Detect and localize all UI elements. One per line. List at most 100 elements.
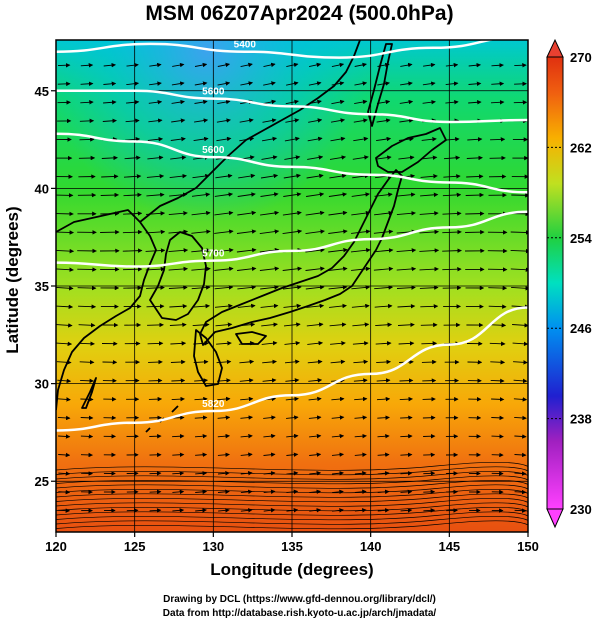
wind-arrow	[375, 322, 393, 328]
wind-arrow	[260, 210, 280, 216]
wind-arrow	[122, 248, 143, 253]
wind-arrow	[353, 378, 368, 383]
wind-arrow	[307, 340, 324, 346]
wind-arrow	[377, 62, 390, 68]
wind-arrow	[239, 378, 254, 383]
wind-arrow	[194, 415, 208, 420]
wind-arrow	[397, 322, 415, 328]
wind-arrow	[214, 266, 234, 272]
wind-arrow	[488, 304, 507, 309]
wind-arrow	[145, 248, 166, 253]
wind-arrow	[420, 192, 439, 198]
wind-arrow	[491, 434, 504, 439]
contour-line	[56, 40, 496, 59]
wind-arrow	[169, 322, 187, 328]
wind-arrow	[466, 174, 484, 179]
wind-arrow	[514, 81, 527, 87]
wind-arrow	[237, 192, 256, 197]
wind-arrow	[305, 266, 325, 271]
streamline	[56, 489, 528, 500]
wind-arrow	[172, 452, 185, 457]
wind-arrow	[307, 136, 323, 142]
wind-arrow	[354, 433, 367, 439]
wind-arrow	[399, 99, 414, 105]
wind-arrow	[328, 192, 348, 197]
wind-arrow	[216, 359, 232, 365]
wind-arrow	[332, 489, 344, 495]
wind-arrow	[191, 229, 211, 234]
streamline	[56, 493, 528, 505]
wind-arrow	[398, 341, 415, 346]
wind-arrow	[330, 118, 346, 123]
wind-arrow	[260, 285, 279, 290]
axis-ticks: 120 125 130 135 140 145 150 25 30 35 40 45	[35, 84, 539, 554]
wind-arrow	[488, 285, 508, 291]
wind-arrow	[259, 247, 280, 253]
wind-arrow	[149, 62, 162, 68]
wind-arrow	[491, 397, 505, 402]
wind-arrow	[491, 63, 504, 68]
wind-arrow	[512, 341, 528, 347]
wind-arrow	[286, 433, 299, 439]
wind-arrow	[147, 322, 164, 328]
wind-arrow	[56, 286, 74, 291]
wind-arrow	[376, 396, 391, 402]
y-tick-label: 40	[35, 181, 49, 196]
wind-arrow	[396, 248, 417, 253]
wind-arrow	[191, 266, 211, 272]
wind-arrow	[491, 81, 505, 86]
wind-arrow	[282, 266, 303, 271]
wind-arrow	[146, 173, 165, 179]
wind-arrow	[171, 378, 186, 383]
wind-arrow	[170, 155, 187, 160]
contour-label: 5400	[234, 40, 257, 51]
wind-arrow	[194, 81, 208, 86]
wind-arrow	[397, 303, 416, 309]
wind-arrow	[354, 452, 367, 457]
wind-arrow	[195, 489, 208, 495]
contour-line	[56, 210, 528, 268]
wind-arrow	[58, 452, 71, 458]
wind-arrow	[351, 210, 371, 216]
wind-arrow	[80, 415, 94, 421]
wind-arrow	[192, 322, 210, 328]
wind-arrow	[168, 266, 189, 272]
wind-arrow	[57, 81, 71, 87]
wind-arrow	[419, 211, 439, 216]
wind-arrow	[56, 230, 75, 235]
colorbar-label: 270	[570, 50, 592, 65]
wind-arrow	[123, 192, 142, 198]
wind-arrow	[376, 136, 392, 142]
wind-arrow	[490, 378, 505, 384]
wind-arrow	[396, 266, 417, 272]
colorbar-label: 238	[570, 412, 592, 427]
wind-arrow	[125, 136, 141, 142]
wind-arrow	[514, 508, 527, 513]
wind-arrow	[468, 81, 482, 86]
wind-arrow	[80, 397, 94, 402]
wind-arrow	[376, 118, 391, 123]
wind-arrow	[216, 378, 231, 383]
x-tick-label: 140	[360, 539, 382, 554]
wind-arrow	[149, 508, 162, 513]
wind-arrow	[400, 452, 413, 457]
wind-arrow	[103, 62, 117, 68]
wind-arrow	[259, 266, 280, 271]
wind-arrow	[79, 359, 95, 365]
wind-arrow	[354, 471, 367, 476]
streamline	[56, 511, 528, 523]
wind-arrow	[170, 359, 186, 365]
wind-arrow	[513, 397, 528, 402]
streamline	[56, 507, 528, 518]
wind-arrow	[195, 508, 207, 513]
wind-arrow	[400, 489, 413, 495]
wind-arrow	[122, 266, 143, 272]
wind-arrow	[239, 136, 255, 142]
wind-arrow	[306, 173, 324, 179]
wind-arrow	[351, 192, 370, 197]
wind-arrow	[236, 229, 257, 234]
wind-arrow	[215, 322, 233, 327]
wind-arrow	[377, 81, 390, 86]
wind-arrow	[375, 341, 392, 346]
colorbar-label: 246	[570, 321, 592, 336]
